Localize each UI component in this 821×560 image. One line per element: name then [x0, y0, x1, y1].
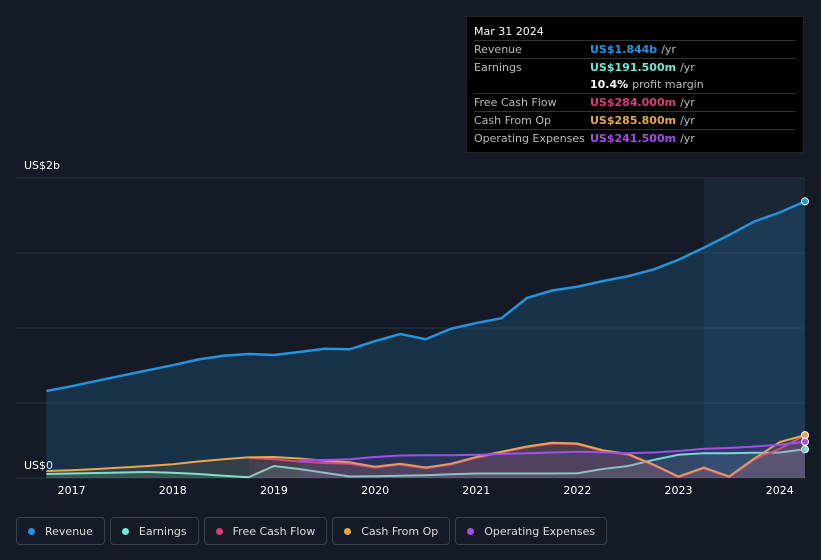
tooltip-value: US$284.000m	[590, 96, 677, 109]
y-tick-label: US$0	[24, 459, 53, 472]
legend-item[interactable]: Operating Expenses	[455, 517, 608, 545]
tooltip-label: Cash From Op	[474, 114, 552, 127]
tooltip-unit: /yr	[680, 132, 695, 145]
end-marker	[801, 431, 809, 440]
margin-text: profit margin	[632, 78, 704, 91]
legend-dot	[121, 527, 129, 535]
line	[46, 200, 806, 393]
tooltip: Mar 31 2024 Revenue US$1.844b/yr Earnings U…	[466, 16, 804, 153]
tooltip-row: 10.4% profit margin	[474, 76, 796, 93]
tooltip-label: Operating Expenses	[474, 132, 585, 145]
legend-label: Operating Expenses	[484, 524, 596, 538]
tooltip-unit: /yr	[680, 96, 695, 109]
y-tick-label: US$2b	[24, 159, 60, 172]
tooltip-row: Revenue US$1.844b/yr	[474, 40, 796, 58]
legend-dot	[344, 527, 352, 535]
legend-dot	[28, 527, 35, 535]
legend-label: Free Cash Flow	[232, 524, 316, 538]
legend-label: Cash From Op	[361, 524, 439, 538]
x-tick-label: 2018	[159, 484, 187, 497]
x-tick-label: 2024	[766, 484, 794, 497]
end-marker	[801, 197, 809, 206]
x-tick-label: 2021	[462, 484, 490, 497]
tooltip-row: Free Cash Flow US$284.000m/yr	[474, 93, 796, 111]
line	[46, 448, 806, 479]
tooltip-value: US$1.844b	[590, 43, 658, 56]
margin-value: 10.4%	[590, 78, 629, 91]
legend: Revenue Earnings Free Cash Flow Cash From O…	[16, 517, 608, 545]
area	[46, 449, 806, 478]
tooltip-label	[474, 76, 590, 93]
tooltip-label: Revenue	[474, 43, 522, 56]
chart: US$0 US$2b 2017 2018 2019 2020 2021 2022 2023 202…	[16, 159, 809, 497]
legend-dot	[467, 527, 475, 535]
tooltip-date: Mar 31 2024	[474, 25, 544, 38]
x-tick-label: 2019	[260, 484, 288, 497]
legend-label: Revenue	[45, 524, 93, 538]
x-tick-label: 2023	[665, 484, 693, 497]
legend-item[interactable]: Earnings	[109, 517, 199, 545]
tooltip-row: Earnings US$191.500m/yr	[474, 58, 796, 76]
tooltip-value: US$241.500m	[590, 132, 677, 145]
tooltip-row: Operating Expenses US$241.500m/yr	[474, 129, 796, 147]
tooltip-label: Earnings	[474, 61, 522, 74]
x-tick-label: 2022	[563, 484, 591, 497]
area	[299, 441, 805, 478]
legend-item[interactable]: Free Cash Flow	[203, 517, 328, 545]
x-tick-label: 2020	[361, 484, 389, 497]
x-tick-label: 2017	[58, 484, 86, 497]
legend-label: Earnings	[138, 524, 187, 538]
tooltip-value: US$191.500m	[590, 61, 677, 74]
legend-item[interactable]: Cash From Op	[332, 517, 451, 545]
tooltip-label: Free Cash Flow	[474, 96, 557, 109]
tooltip-unit: /yr	[680, 61, 695, 74]
tooltip-unit: /yr	[680, 114, 695, 127]
line	[299, 440, 806, 461]
tooltip-row: Cash From Op US$285.800m/yr	[474, 111, 796, 129]
line	[46, 434, 806, 478]
tooltip-value: US$285.800m	[590, 114, 677, 127]
area	[248, 435, 806, 478]
area	[46, 435, 806, 478]
end-marker	[801, 437, 809, 446]
legend-dot	[215, 527, 223, 535]
tooltip-unit: /yr	[661, 43, 676, 56]
legend-item[interactable]: Revenue	[16, 517, 105, 545]
